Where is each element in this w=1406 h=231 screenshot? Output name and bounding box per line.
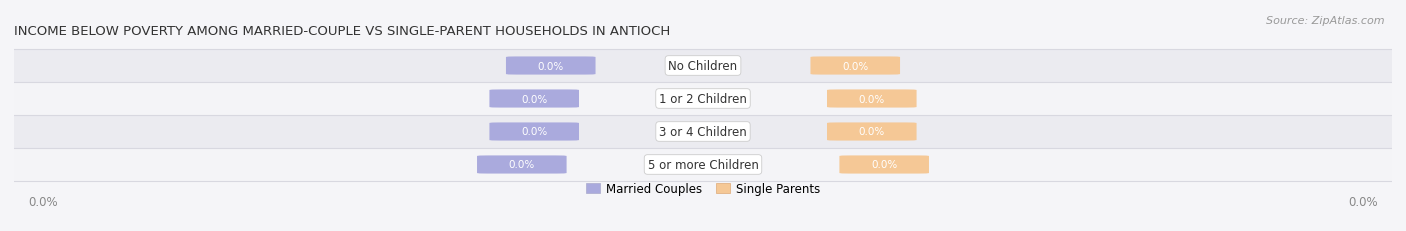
Text: 3 or 4 Children: 3 or 4 Children — [659, 125, 747, 138]
Bar — [14, 116, 1392, 148]
Text: 0.0%: 0.0% — [859, 127, 884, 137]
Text: 0.0%: 0.0% — [872, 160, 897, 170]
Text: No Children: No Children — [668, 60, 738, 73]
FancyBboxPatch shape — [839, 156, 929, 174]
FancyBboxPatch shape — [810, 57, 900, 75]
Text: 0.0%: 0.0% — [537, 61, 564, 71]
FancyBboxPatch shape — [489, 90, 579, 108]
Text: Source: ZipAtlas.com: Source: ZipAtlas.com — [1267, 16, 1385, 26]
FancyBboxPatch shape — [827, 123, 917, 141]
Bar — [14, 148, 1392, 181]
Bar — [14, 83, 1392, 116]
Text: 1 or 2 Children: 1 or 2 Children — [659, 93, 747, 106]
Text: 0.0%: 0.0% — [859, 94, 884, 104]
Text: 5 or more Children: 5 or more Children — [648, 158, 758, 171]
Text: 0.0%: 0.0% — [842, 61, 869, 71]
Text: 0.0%: 0.0% — [522, 94, 547, 104]
FancyBboxPatch shape — [489, 123, 579, 141]
Legend: Married Couples, Single Parents: Married Couples, Single Parents — [586, 182, 820, 195]
Text: 0.0%: 0.0% — [28, 195, 58, 208]
FancyBboxPatch shape — [477, 156, 567, 174]
Bar — [14, 50, 1392, 83]
FancyBboxPatch shape — [506, 57, 596, 75]
Text: 0.0%: 0.0% — [1348, 195, 1378, 208]
Text: 0.0%: 0.0% — [509, 160, 534, 170]
FancyBboxPatch shape — [827, 90, 917, 108]
Text: INCOME BELOW POVERTY AMONG MARRIED-COUPLE VS SINGLE-PARENT HOUSEHOLDS IN ANTIOCH: INCOME BELOW POVERTY AMONG MARRIED-COUPL… — [14, 25, 671, 38]
Text: 0.0%: 0.0% — [522, 127, 547, 137]
